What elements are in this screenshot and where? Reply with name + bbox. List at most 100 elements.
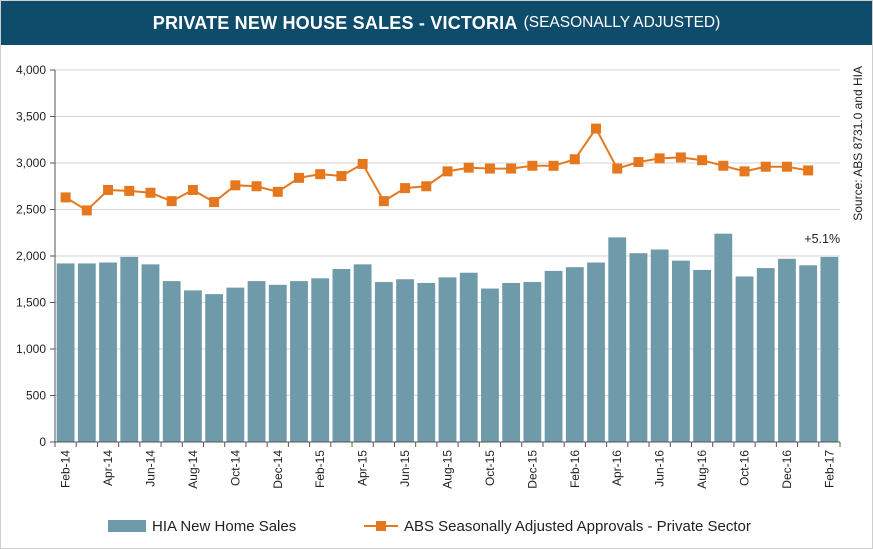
x-tick-label: Aug-15 <box>441 450 455 489</box>
bar <box>417 282 436 442</box>
line-point <box>760 161 771 172</box>
line-point <box>591 123 602 134</box>
bar <box>735 276 754 442</box>
legend-bar-swatch <box>108 520 146 532</box>
line-point <box>145 187 156 198</box>
bar-series <box>56 233 839 442</box>
x-tick-label: Dec-15 <box>525 450 539 489</box>
y-tick-label: 2,500 <box>16 203 46 217</box>
x-tick-label: Aug-14 <box>186 450 200 489</box>
line-point <box>293 172 304 183</box>
line-point <box>209 197 220 208</box>
bar <box>714 233 733 442</box>
line-point <box>506 163 517 174</box>
bar <box>205 294 224 442</box>
bar <box>374 282 393 442</box>
bar <box>56 263 75 442</box>
line-point <box>548 160 559 171</box>
bar <box>438 277 457 442</box>
bar <box>99 262 117 442</box>
x-tick-label: Jun-16 <box>653 450 667 487</box>
line-point <box>251 181 262 192</box>
line-point <box>612 163 623 174</box>
line-point <box>739 166 750 177</box>
line-point <box>484 163 495 174</box>
x-tick-label: Apr-15 <box>356 450 370 486</box>
line-point <box>60 192 71 203</box>
line-point <box>230 180 241 191</box>
bar <box>608 237 627 442</box>
x-tick-label: Feb-14 <box>59 450 73 488</box>
bar <box>120 256 139 442</box>
bar <box>587 262 605 442</box>
line-point <box>378 196 389 207</box>
bar <box>226 287 245 442</box>
line-point <box>803 165 814 176</box>
x-tick-label: Oct-15 <box>483 450 497 486</box>
x-tick-label: Oct-16 <box>738 450 752 486</box>
line-point <box>187 184 198 195</box>
line-point <box>400 183 411 194</box>
bar <box>650 249 669 442</box>
x-tick-label: Jun-14 <box>143 450 157 487</box>
bar <box>396 279 414 442</box>
y-tick-label: 3,000 <box>16 156 46 170</box>
bar <box>778 258 796 442</box>
bar <box>544 270 563 442</box>
y-tick-label: 1,000 <box>16 342 46 356</box>
line-point <box>442 166 453 177</box>
bar <box>183 290 202 442</box>
y-tick-label: 3,500 <box>16 110 46 124</box>
bar <box>77 263 96 442</box>
legend: HIA New Home Sales ABS Seasonally Adjust… <box>108 518 751 535</box>
x-axis-ticks: Feb-14 Apr-14 Jun-14 Aug-14 Oct-14 Dec-14 Feb-… <box>54 442 841 489</box>
line-point <box>718 160 729 171</box>
chart-subtitle: (SEASONALLY ADJUSTED) <box>523 14 721 31</box>
line-point <box>697 155 708 166</box>
y-tick-label: 500 <box>26 389 46 403</box>
bar <box>332 269 351 442</box>
bar <box>565 267 584 442</box>
x-tick-label: Apr-16 <box>610 450 624 486</box>
bar <box>693 269 712 442</box>
line-point <box>166 196 177 207</box>
x-tick-label: Feb-17 <box>822 450 836 488</box>
line-point <box>81 205 92 216</box>
x-tick-label: Aug-16 <box>695 450 709 489</box>
line-point <box>675 152 686 163</box>
x-tick-label: Dec-14 <box>271 450 285 489</box>
bar <box>290 281 308 442</box>
x-tick-label: Oct-14 <box>228 450 242 486</box>
bar <box>820 256 839 442</box>
bar <box>353 264 372 442</box>
line-series <box>60 123 814 216</box>
bar <box>141 264 160 442</box>
line-point <box>315 169 326 180</box>
legend-bar-label: HIA New Home Sales <box>152 518 296 535</box>
line-point <box>336 171 347 182</box>
legend-line-label: ABS Seasonally Adjusted Approvals - Priv… <box>404 518 751 535</box>
line-point <box>569 154 580 165</box>
source-note: Source: ABS 8731.0 and HIA <box>851 66 865 221</box>
bar <box>268 284 287 442</box>
bar <box>459 272 478 442</box>
y-tick-label: 2,000 <box>16 249 46 263</box>
chart-title-bar: PRIVATE NEW HOUSE SALES - VICTORIA (SEAS… <box>1 1 872 45</box>
line-point <box>272 186 283 197</box>
bar <box>629 253 648 442</box>
x-tick-label: Feb-16 <box>568 450 582 488</box>
change-annotation: +5.1% <box>804 232 840 246</box>
bar <box>481 288 499 442</box>
line-point <box>654 153 665 164</box>
bar <box>671 260 690 442</box>
y-axis-ticks: 0 500 1,000 1,500 2,000 2,500 3,000 3,500 4,000 <box>16 63 55 449</box>
bar <box>247 281 266 442</box>
y-tick-label: 0 <box>39 435 46 449</box>
line-point <box>357 158 368 169</box>
chart-title: PRIVATE NEW HOUSE SALES - VICTORIA <box>152 12 518 33</box>
y-tick-label: 4,000 <box>16 63 46 77</box>
line-point <box>421 181 432 192</box>
legend-line-marker <box>376 521 386 531</box>
approvals-line <box>65 126 809 212</box>
